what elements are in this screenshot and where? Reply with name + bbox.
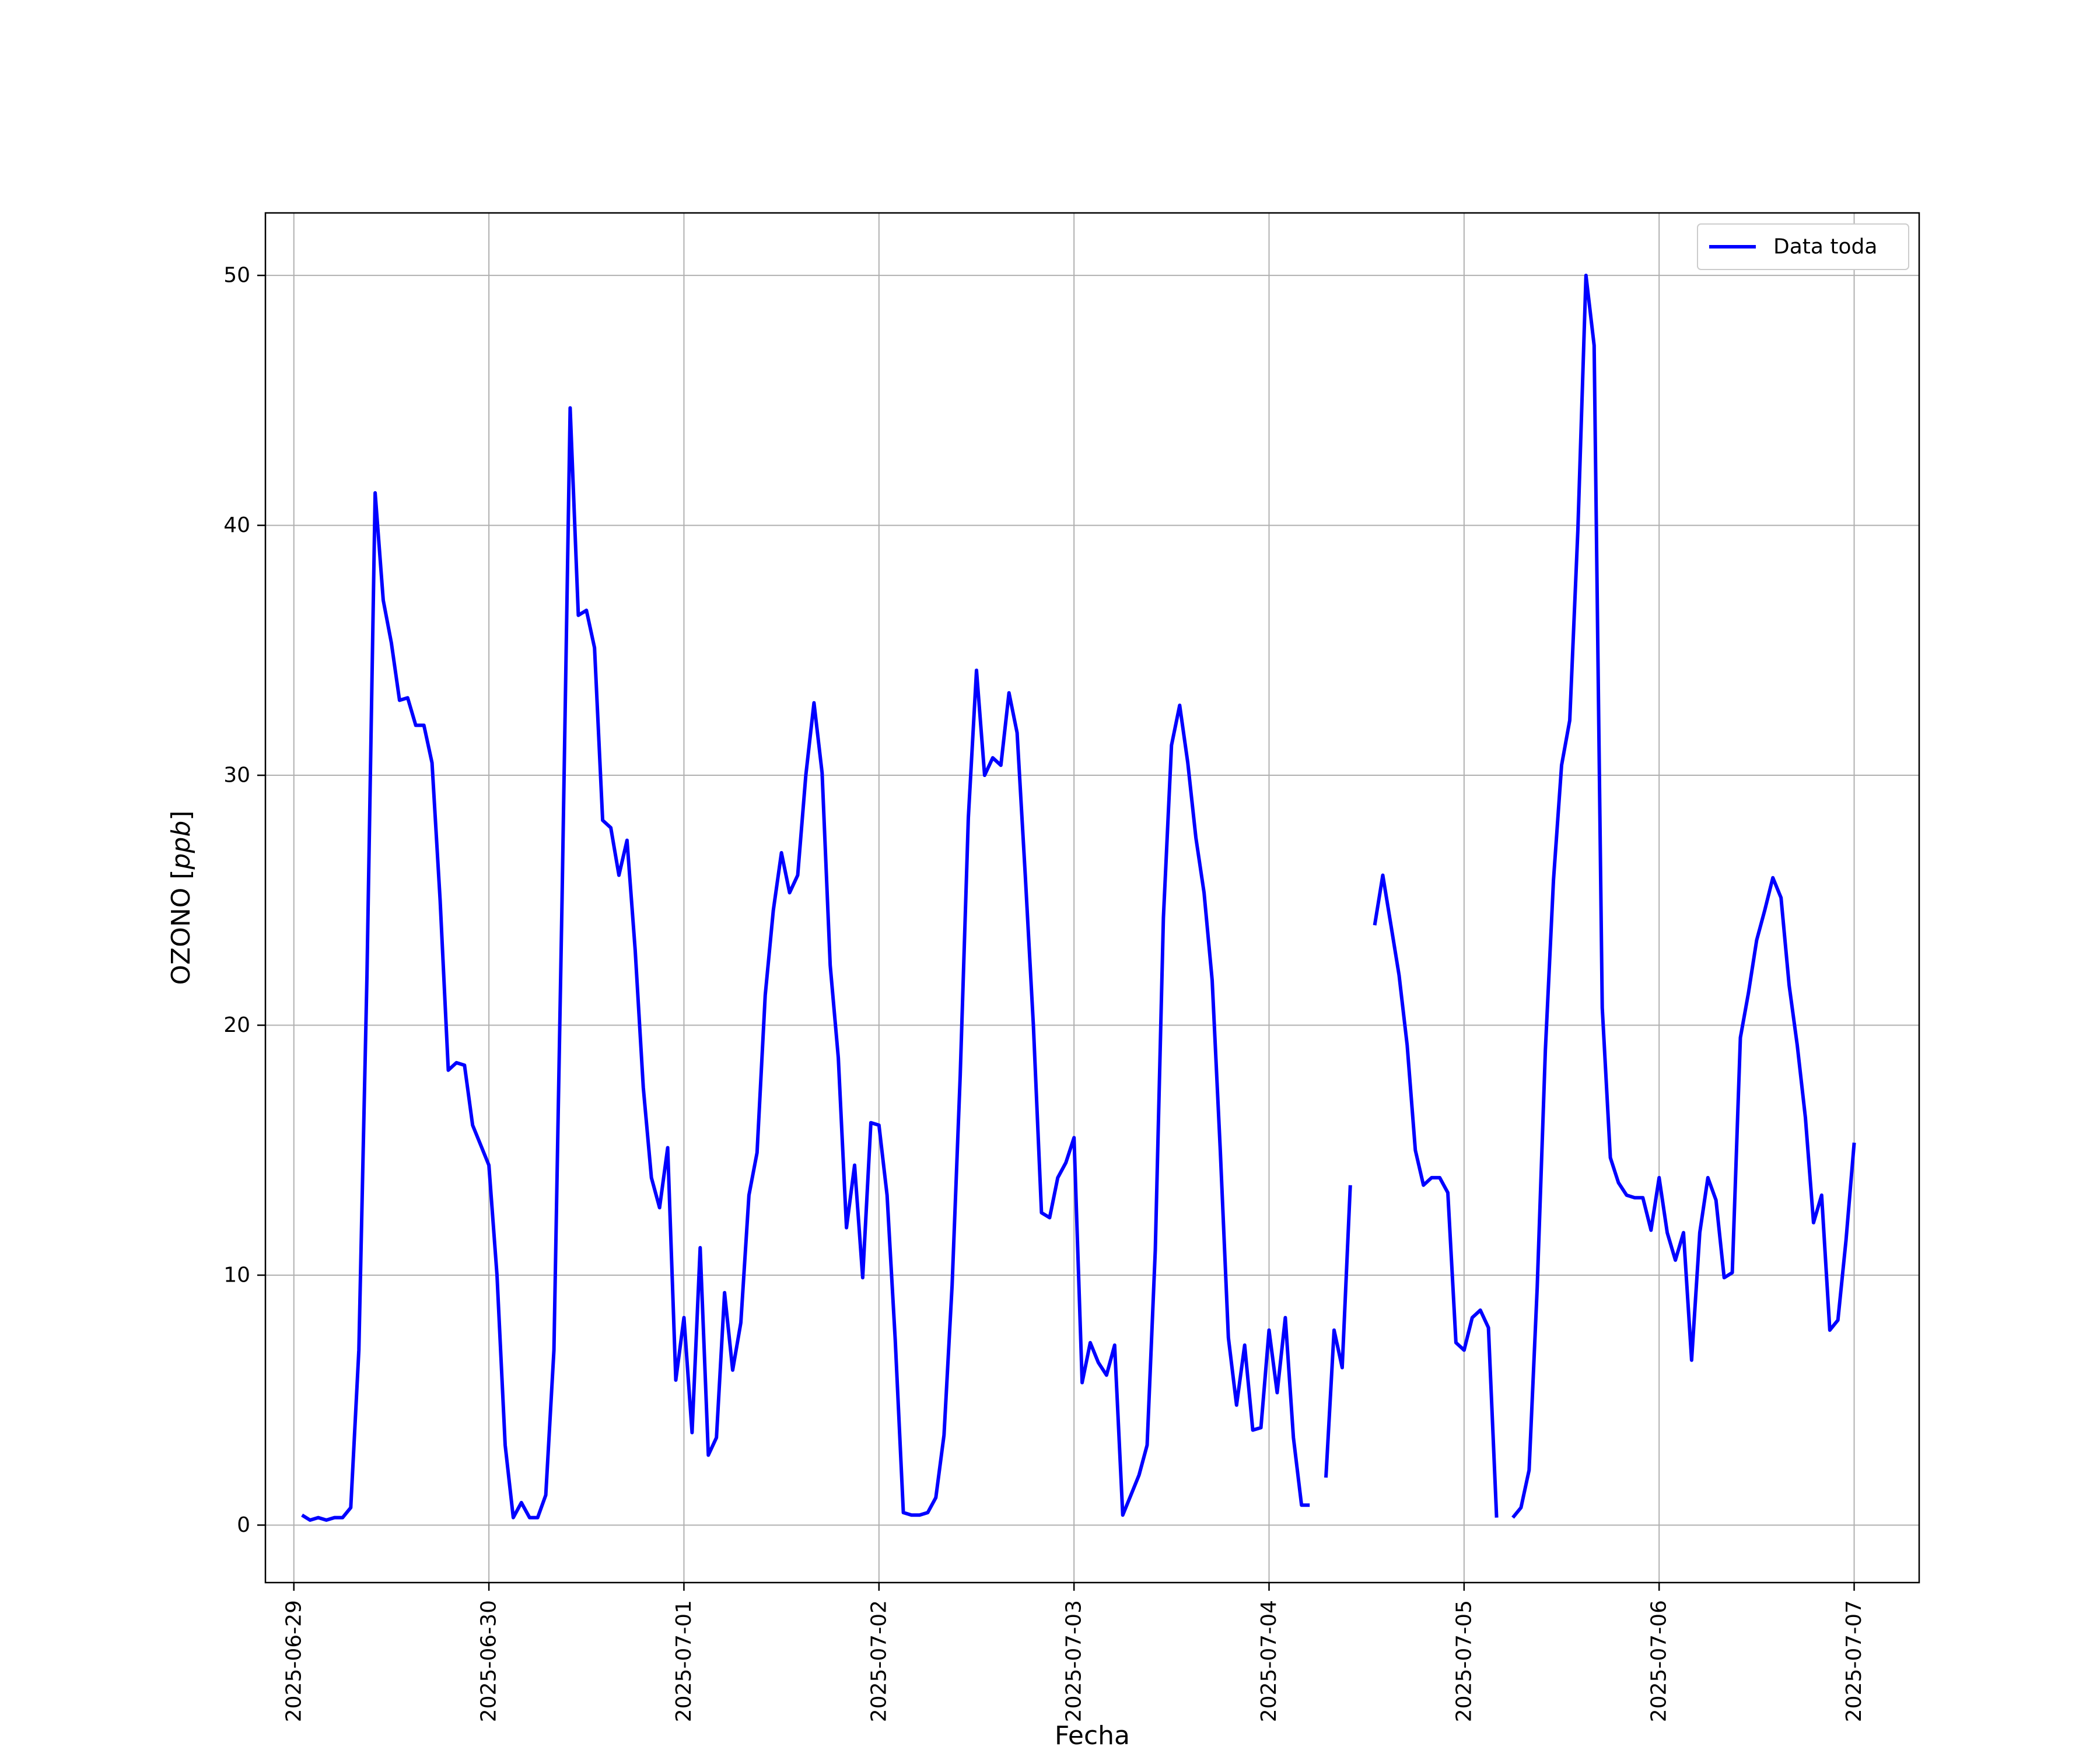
y-axis-label-unit: ppb [166,821,196,870]
x-tick-label: 2025-07-04 [1257,1600,1281,1722]
series-layer [301,274,1856,1522]
x-tick-label: 2025-06-30 [477,1600,501,1722]
y-tick-label: 40 [223,513,250,537]
grid-lines [265,213,1919,1583]
y-tick-label: 50 [223,264,250,288]
x-axis: 2025-06-29 2025-06-30 2025-07-01 2025-07-02… [282,1583,1866,1722]
y-axis-label: OZONO [ppb] [166,810,196,985]
y-tick-label: 10 [223,1263,250,1287]
legend-box [1697,223,1909,270]
x-tick-label: 2025-07-06 [1647,1600,1671,1722]
legend: Data toda [1697,223,1909,270]
plot-frame [264,212,1920,1584]
x-tick-label: 2025-06-29 [282,1600,306,1722]
y-tick-label: 20 [223,1013,250,1037]
series-line-segment [1373,873,1499,1518]
x-tick-label: 2025-07-01 [672,1600,696,1722]
y-axis-label-text: OZONO [ [166,869,196,985]
legend-entry-data-toda: Data toda [1773,235,1877,259]
y-axis-label-close: ] [166,810,196,820]
x-tick-label: 2025-07-05 [1452,1600,1476,1722]
y-tick-label: 0 [237,1513,250,1537]
y-tick-label: 30 [223,764,250,788]
series-line-segment [1324,1185,1352,1478]
x-axis-label: Fecha [1055,1721,1130,1750]
x-tick-label: 2025-07-02 [867,1600,891,1722]
y-axis: 0 10 20 30 40 50 [223,264,265,1537]
x-tick-label: 2025-07-03 [1062,1600,1086,1722]
x-tick-label: 2025-07-07 [1842,1600,1866,1722]
series-line-segment [1511,274,1856,1519]
series-line-segment [301,406,1310,1522]
